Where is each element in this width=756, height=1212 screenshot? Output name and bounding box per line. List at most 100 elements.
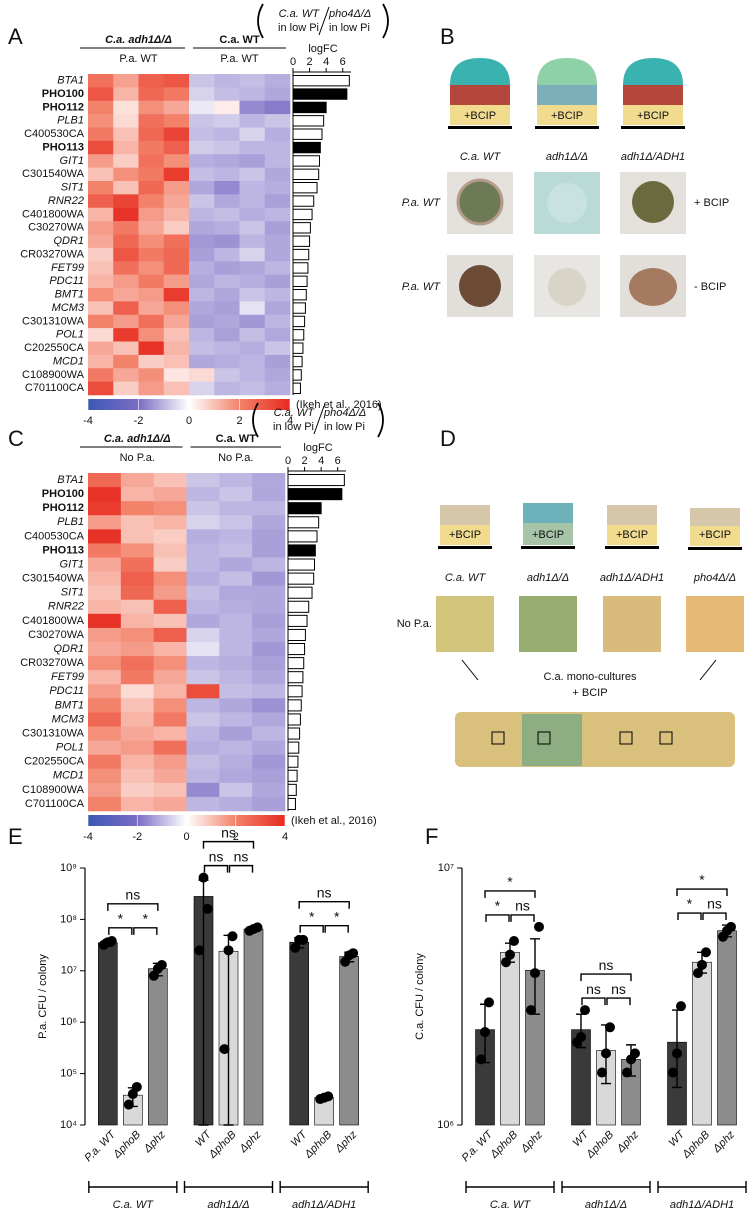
heatmap-cell [239, 154, 266, 168]
heatmap-cell [252, 585, 286, 601]
heatmap-cell [120, 670, 154, 685]
heatmap-cell [88, 154, 114, 168]
ratio-numerator: in low Pi [278, 22, 319, 34]
heatmap-cell [214, 114, 240, 128]
logfc-bar [292, 289, 307, 301]
heatmap-cell [186, 613, 220, 629]
heatmap-cell [163, 328, 190, 342]
heatmap-cell [120, 642, 154, 657]
heatmap-cell [219, 698, 253, 713]
heatmap-cell [219, 754, 253, 770]
heatmap-cell [252, 698, 286, 713]
logfc-bar [292, 382, 301, 394]
parenthesis [377, 402, 384, 438]
heatmap-cell [88, 515, 122, 530]
gene-label: C301540WA [22, 168, 85, 180]
logfc-bar [292, 248, 310, 261]
heatmap-cell [138, 100, 165, 115]
heatmap-cell [252, 656, 286, 671]
logfc-bar [287, 797, 296, 811]
heatmap-cell [138, 140, 165, 155]
gene-label: C301540WA [22, 573, 85, 585]
heatmap-cell [239, 368, 266, 382]
heatmap-cell [189, 140, 215, 155]
group-label: C.a. WT [113, 1199, 155, 1211]
heatmap-cell [138, 154, 165, 168]
x-tick-label: ΔphoB [584, 1129, 617, 1162]
heatmap-cell [189, 341, 215, 356]
data-point [668, 1067, 678, 1078]
logfc-bar [292, 75, 350, 87]
heatmap-cell [239, 234, 266, 249]
x-tick-label: Δphz [237, 1128, 264, 1155]
heatmap-cell [138, 381, 165, 396]
heatmap-cell [153, 515, 187, 530]
heatmap-cell [88, 740, 122, 755]
heatmap-cell [189, 127, 215, 142]
heatmap-cell [113, 140, 139, 155]
significance-label: ns [234, 848, 249, 864]
heatmap-cell [239, 301, 266, 316]
group-label: adh1Δ/ADH1 [670, 1199, 734, 1211]
significance-bracket [299, 925, 324, 933]
heatmap-cell [252, 712, 286, 727]
heatmap-cell [138, 354, 165, 369]
significance-bracket [485, 914, 510, 922]
logfc-bar [292, 115, 325, 127]
heatmap-cell [189, 114, 215, 128]
tick-label: 6 [340, 56, 346, 68]
group-label: C.a. WT [490, 1199, 532, 1211]
column-label: adh1Δ/ADH1 [621, 151, 685, 163]
data-point [676, 1001, 686, 1012]
heatmap-cell [113, 314, 139, 329]
heatmap-cell [214, 154, 240, 168]
panel-d-art [436, 503, 744, 767]
heatmap-cell [120, 501, 154, 516]
y-axis-label: C.a. CFU / colony [414, 953, 426, 1040]
logfc-bar [287, 727, 301, 740]
row-note: + BCIP [694, 197, 729, 209]
gene-label: MCD1 [53, 355, 84, 367]
heatmap-cell [186, 712, 220, 727]
heatmap-cell [88, 167, 114, 182]
heatmap-cell [113, 114, 139, 128]
y-tick-label: 10⁴ [60, 1119, 77, 1131]
heatmap-cell [219, 627, 253, 643]
heatmap-cell [113, 167, 139, 182]
column-label: adh1Δ/Δ [527, 572, 569, 584]
heatmap-cell [189, 207, 215, 222]
heatmap-cell [88, 247, 114, 262]
heatmap-cell [214, 341, 240, 356]
data-point [131, 1081, 142, 1092]
heatmap-cell [186, 599, 220, 615]
heatmap-cell [153, 585, 187, 601]
axis-label: logFC [308, 43, 337, 55]
heatmap-cell [88, 207, 114, 222]
x-tick-label: Δphz [614, 1128, 641, 1155]
data-point [601, 1048, 611, 1059]
x-tick-label: P.a. WT [460, 1128, 496, 1164]
heatmap-cell [153, 529, 187, 544]
heatmap-cell [163, 100, 190, 115]
heatmap-cell [153, 571, 187, 586]
heatmap-cell [163, 381, 190, 396]
y-tick-label: 10⁹ [60, 862, 77, 874]
heatmap-cell [214, 207, 240, 222]
tick-label: 2 [302, 455, 308, 467]
heatmap-cell [88, 341, 114, 356]
heatmap-cell [219, 557, 253, 572]
heatmap-cell [153, 557, 187, 572]
logfc-bar [287, 530, 318, 543]
gene-label: POL1 [56, 329, 84, 341]
data-point [123, 1099, 134, 1110]
heatmap-cell [189, 167, 215, 182]
logfc-bar [287, 671, 304, 684]
heatmap-cell [252, 726, 286, 741]
column-subheader: No P.a. [120, 452, 155, 464]
significance-bracket [677, 912, 702, 921]
heatmap-cell [189, 247, 215, 262]
x-tick-label: Δphz [518, 1128, 545, 1155]
heatmap-cell [264, 74, 291, 88]
tick-label: 4 [318, 455, 324, 467]
